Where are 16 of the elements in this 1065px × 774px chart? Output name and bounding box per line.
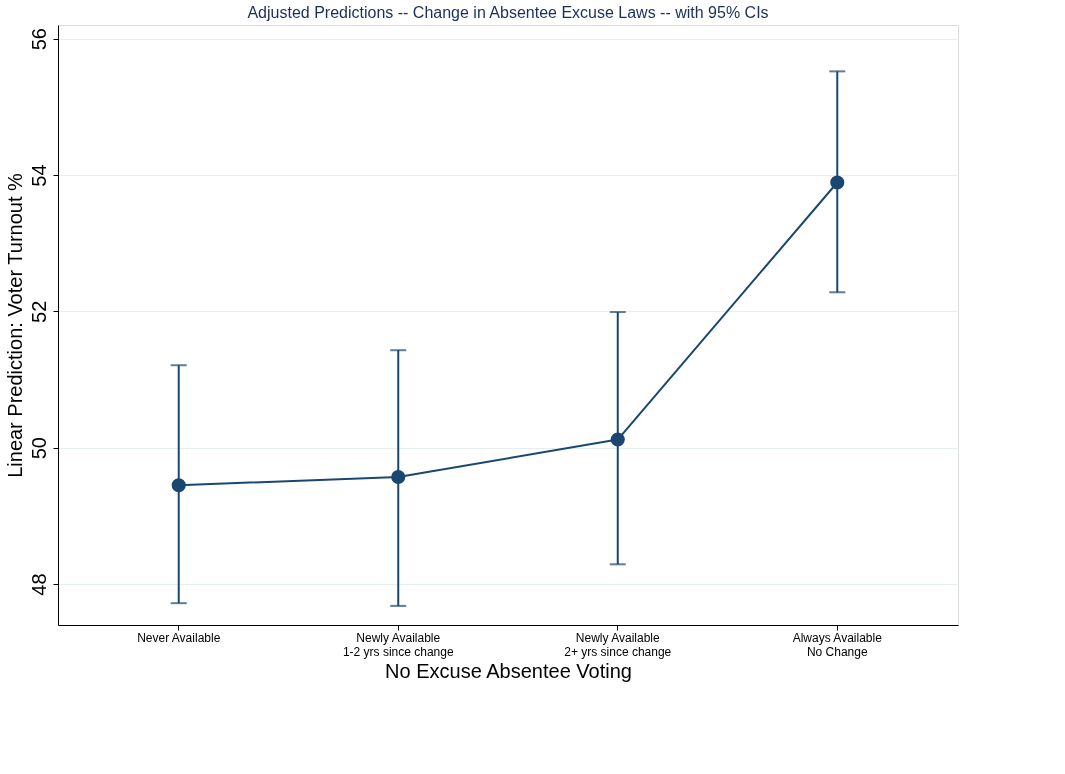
y-tick-label: 52 (27, 300, 50, 323)
x-axis-title: No Excuse Absentee Voting (385, 659, 632, 682)
x-tick-label: Newly Available 2+ yrs since change (564, 630, 672, 659)
x-tick-label: Newly Available 1-2 yrs since change (342, 630, 454, 659)
y-tick-label: 56 (27, 28, 50, 51)
chart-title: Adjusted Predictions -- Change in Absentee Excuse Laws -- with 95% CIs (247, 4, 769, 21)
y-tick-label: 48 (27, 573, 50, 596)
y-axis-title: Linear Prediction: Voter Turnout % (3, 172, 26, 478)
point (171, 478, 186, 493)
x-tick-label: Never Available (137, 630, 221, 645)
y-tick-label: 54 (27, 164, 50, 187)
point (610, 432, 625, 447)
point (391, 469, 406, 485)
y-tick-label: 50 (27, 437, 50, 460)
point (830, 175, 845, 190)
x-tick-label: Always Available No Change (792, 630, 883, 659)
